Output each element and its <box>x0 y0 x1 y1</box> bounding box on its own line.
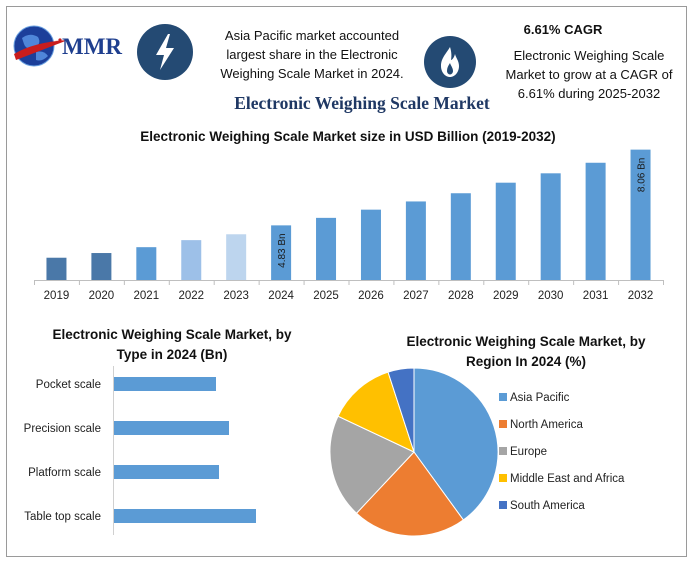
logo: MMR <box>12 20 130 72</box>
region-chart-title: Electronic Weighing Scale Market, by Reg… <box>406 334 646 369</box>
x-tick-label: 2021 <box>134 290 160 302</box>
cagr-note: Electronic Weighing Scale Market to grow… <box>505 48 673 101</box>
bar-chart-title: Electronic Weighing Scale Market size in… <box>140 129 556 144</box>
globe-icon <box>13 25 68 67</box>
bar-2019 <box>46 257 67 280</box>
x-tick-label: 2026 <box>358 290 384 302</box>
data-label-2024: 4.83 Bn <box>277 233 288 267</box>
bar-2024 <box>271 225 292 280</box>
x-tick-label: 2028 <box>448 290 474 302</box>
lightning-bolt-icon <box>137 24 193 80</box>
logo-text: MMR <box>62 34 123 59</box>
cagr-title: 6.61% CAGR <box>523 22 603 37</box>
bar-2023 <box>226 234 247 280</box>
flame-icon <box>424 36 476 88</box>
bar-2031 <box>585 162 606 280</box>
x-tick-label: 2029 <box>493 290 519 302</box>
bar-2026 <box>360 209 381 280</box>
x-tick-label: 2020 <box>89 290 115 302</box>
asia-pacific-note: Asia Pacific market accounted largest sh… <box>220 28 404 81</box>
bar-2030 <box>540 173 561 280</box>
bar-2025 <box>316 217 337 280</box>
main-title: Electronic Weighing Scale Market <box>234 93 490 113</box>
x-tick-label: 2022 <box>178 290 204 302</box>
x-tick-label: 2030 <box>538 290 564 302</box>
x-tick-label: 2032 <box>628 290 654 302</box>
x-tick-label: 2025 <box>313 290 339 302</box>
x-tick-label: 2024 <box>268 290 294 302</box>
bar-2027 <box>405 201 426 280</box>
data-label-2032: 8.06 Bn <box>637 158 648 192</box>
bar-2021 <box>136 247 157 280</box>
x-tick-label: 2019 <box>44 290 70 302</box>
bar-2029 <box>495 182 516 280</box>
x-tick-label: 2031 <box>583 290 609 302</box>
type-chart-title: Electronic Weighing Scale Market, by Typ… <box>52 327 292 362</box>
x-tick-label: 2023 <box>223 290 249 302</box>
bar-2028 <box>450 193 471 280</box>
bar-2020 <box>91 253 112 280</box>
x-tick-label: 2027 <box>403 290 429 302</box>
bar-2022 <box>181 240 202 280</box>
bar-2032 <box>630 149 651 280</box>
